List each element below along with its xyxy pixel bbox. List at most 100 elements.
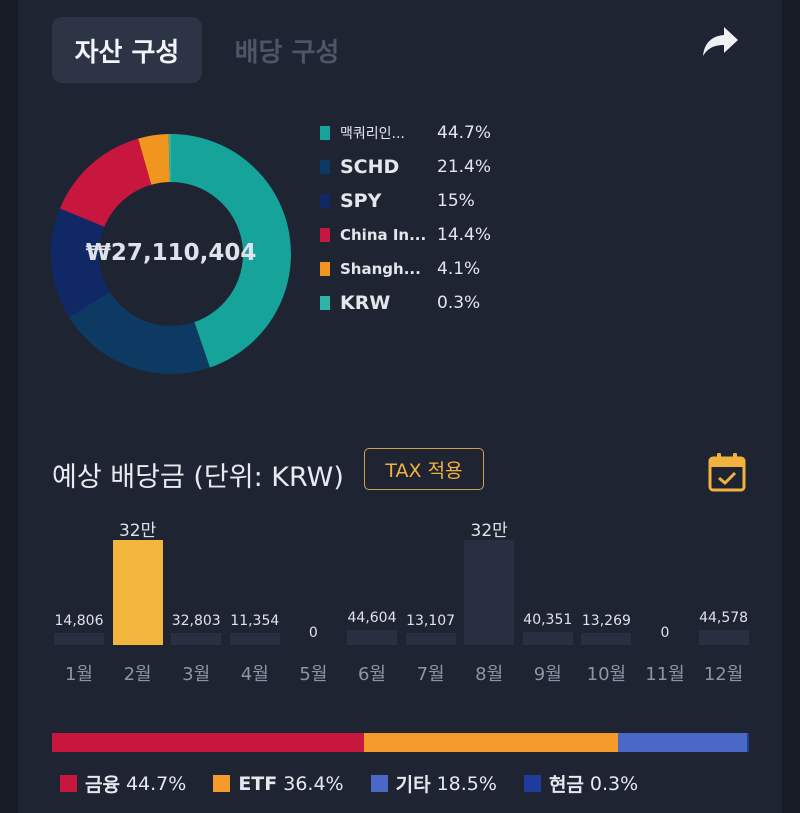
legend-name: SCHD [340, 156, 400, 178]
bar-value-label: 13,269 [581, 613, 631, 629]
legend-swatch [320, 262, 330, 276]
category-swatch [213, 775, 231, 792]
donut-slice-5[interactable] [168, 134, 171, 183]
legend-percent: 0.3% [437, 293, 481, 313]
month-column[interactable]: 32만 8월 [462, 510, 520, 690]
asset-donut-chart [51, 134, 291, 374]
legend-item[interactable]: SPY 15% [320, 184, 491, 218]
legend-percent: 14.4% [437, 225, 492, 245]
legend-swatch [320, 228, 330, 242]
monthly-dividend-chart: 14,806 1월 32만 2월 32,803 3월 11,354 4월 0 5월 44,604 6월… [48, 510, 752, 690]
month-column[interactable]: 44,578 12월 [697, 510, 755, 690]
portfolio-card [18, 0, 782, 813]
dividend-bar[interactable] [112, 540, 163, 645]
category-legend-item[interactable]: 현금 0.3% [523, 770, 639, 797]
category-swatch [523, 775, 541, 792]
bar-value-label: 11,354 [230, 613, 280, 629]
category-name: 금융 [85, 774, 120, 796]
month-column[interactable]: 44,604 6월 [345, 510, 403, 690]
legend-percent: 21.4% [437, 157, 492, 177]
month-label: 2월 [123, 664, 152, 685]
bar-value-label: 32만 [470, 521, 508, 541]
month-column[interactable]: 14,806 1월 [52, 510, 110, 690]
donut-slice-1[interactable] [69, 291, 210, 374]
legend-percent: 4.1% [437, 259, 481, 279]
holdings-legend: 맥쿼리인... 44.7% SCHD 21.4% SPY 15% China In... 14… [320, 116, 491, 320]
category-percent: 44.7% [125, 772, 187, 795]
bar-value-label: 13,107 [406, 613, 456, 629]
legend-swatch [320, 126, 330, 140]
bar-value-label: 44,604 [347, 610, 397, 626]
month-label: 11월 [645, 664, 685, 685]
category-name: 현금 [548, 774, 584, 796]
dividend-bar[interactable] [581, 633, 632, 645]
bar-value-label: 0 [308, 625, 318, 641]
bar-value-label: 14,806 [54, 613, 104, 629]
dividend-bar[interactable] [229, 633, 280, 645]
dividend-bar[interactable] [405, 633, 456, 645]
legend-item[interactable]: 맥쿼리인... 44.7% [320, 116, 491, 150]
category-segment [52, 733, 364, 752]
month-column[interactable]: 32,803 3월 [169, 510, 227, 690]
dividend-bar[interactable] [698, 630, 749, 645]
month-column[interactable]: 40,351 9월 [521, 510, 579, 690]
legend-item[interactable]: China In... 14.4% [320, 218, 491, 252]
legend-name: SPY [340, 190, 382, 212]
month-column[interactable]: 32만 2월 [111, 510, 169, 690]
month-label: 3월 [182, 664, 211, 685]
category-name: 기타 [395, 774, 431, 796]
tab-asset-composition[interactable]: 자산 구성 [52, 17, 202, 83]
dividend-bar[interactable] [347, 630, 397, 645]
portfolio-total-value: ₩27,110,404 [85, 240, 257, 266]
bar-value-label: 44,578 [699, 610, 749, 626]
donut-slice-3[interactable] [59, 138, 152, 227]
donut-slice-2[interactable] [51, 208, 110, 318]
month-column[interactable]: 13,107 7월 [404, 510, 462, 690]
month-label: 1월 [64, 664, 93, 685]
month-label: 7월 [416, 664, 445, 685]
legend-swatch [320, 160, 330, 174]
tab-dividend-composition[interactable]: 배당 구성 [234, 37, 340, 68]
tax-apply-button[interactable]: TAX 적용 [364, 448, 484, 490]
category-legend: 금융 44.7% ETF 36.4% 기타 18.5% 현금 0.3% [60, 770, 665, 797]
month-column[interactable]: 0 11월 [638, 510, 696, 690]
donut-slice-0[interactable] [171, 134, 291, 368]
dividend-bar[interactable] [54, 633, 104, 645]
legend-item[interactable]: SCHD 21.4% [320, 150, 491, 184]
legend-item[interactable]: KRW 0.3% [320, 286, 491, 320]
category-legend-item[interactable]: 기타 18.5% [370, 770, 497, 797]
dividend-bar[interactable] [171, 633, 222, 645]
legend-name: KRW [340, 292, 391, 314]
month-column[interactable]: 0 5월 [286, 510, 344, 690]
month-label: 9월 [533, 664, 562, 685]
month-label: 5월 [299, 664, 328, 685]
legend-item[interactable]: Shangh... 4.1% [320, 252, 491, 286]
month-column[interactable]: 11,354 4월 [228, 510, 286, 690]
share-arrow-icon[interactable] [700, 24, 740, 60]
bar-value-label: 40,351 [523, 612, 573, 628]
category-swatch [60, 775, 77, 792]
category-name: ETF [238, 772, 278, 795]
donut-slice-4[interactable] [138, 134, 170, 185]
dividend-bar[interactable] [522, 632, 573, 645]
legend-name: China In... [340, 226, 427, 244]
legend-percent: 44.7% [437, 123, 492, 143]
month-label: 6월 [357, 664, 386, 685]
category-percent: 0.3% [589, 772, 639, 795]
category-swatch [370, 775, 388, 792]
category-segment [363, 733, 618, 752]
bar-value-label: 32,803 [171, 613, 221, 629]
month-label: 12월 [703, 664, 744, 685]
month-label: 8월 [475, 664, 504, 685]
month-column[interactable]: 13,269 10월 [579, 510, 637, 690]
category-legend-item[interactable]: ETF 36.4% [213, 772, 344, 795]
category-legend-item[interactable]: 금융 44.7% [60, 770, 186, 797]
category-percent: 36.4% [283, 772, 344, 795]
legend-swatch [320, 194, 330, 208]
bar-value-label: 32만 [118, 521, 157, 541]
category-segment [746, 733, 749, 752]
month-label: 10월 [586, 664, 627, 685]
calendar-check-icon[interactable] [708, 452, 746, 492]
legend-percent: 15% [437, 191, 475, 211]
dividend-bar[interactable] [464, 540, 515, 645]
